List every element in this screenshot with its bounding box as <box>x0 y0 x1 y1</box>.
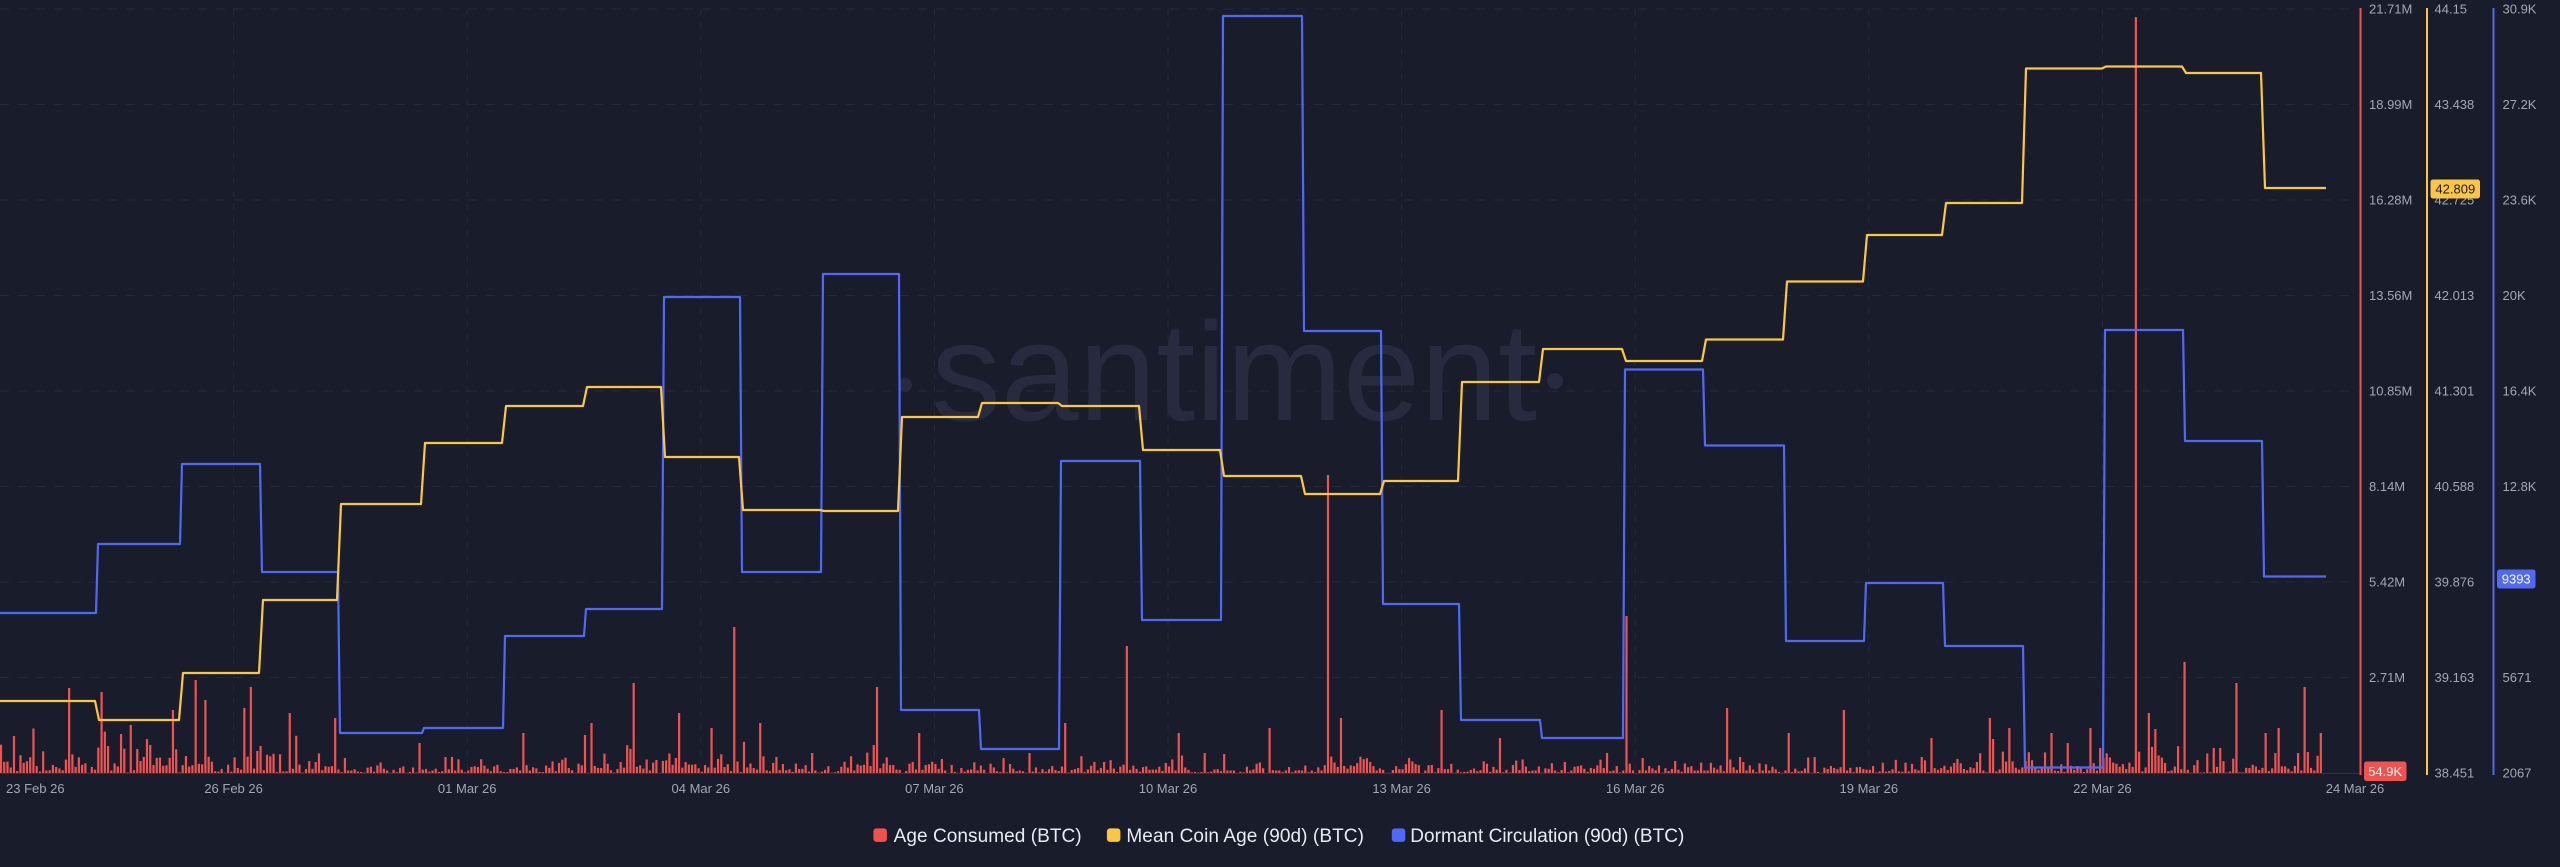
svg-text:22 Mar 26: 22 Mar 26 <box>2073 781 2132 796</box>
svg-text:12.8K: 12.8K <box>2503 479 2537 494</box>
svg-text:16 Mar 26: 16 Mar 26 <box>1606 781 1665 796</box>
svg-text:30.9K: 30.9K <box>2503 2 2537 17</box>
svg-text:39.163: 39.163 <box>2435 670 2475 685</box>
svg-text:40.588: 40.588 <box>2435 479 2475 494</box>
svg-text:5671: 5671 <box>2503 670 2532 685</box>
svg-text:16.28M: 16.28M <box>2369 193 2412 208</box>
svg-text:42.013: 42.013 <box>2435 288 2475 303</box>
svg-text:24 Mar 26: 24 Mar 26 <box>2326 781 2385 796</box>
svg-text:43.438: 43.438 <box>2435 97 2475 112</box>
svg-text:23.6K: 23.6K <box>2503 193 2537 208</box>
svg-text:41.301: 41.301 <box>2435 384 2475 399</box>
svg-text:21.71M: 21.71M <box>2369 2 2412 17</box>
svg-text:38.451: 38.451 <box>2435 766 2475 781</box>
svg-text:13.56M: 13.56M <box>2369 288 2412 303</box>
svg-text:44.15: 44.15 <box>2435 2 2468 17</box>
svg-text:54.9K: 54.9K <box>2368 764 2402 779</box>
svg-text:13 Mar 26: 13 Mar 26 <box>1372 781 1431 796</box>
svg-text:26 Feb 26: 26 Feb 26 <box>204 781 263 796</box>
svg-text:Age Consumed (BTC): Age Consumed (BTC) <box>894 826 1082 847</box>
svg-text:19 Mar 26: 19 Mar 26 <box>1840 781 1899 796</box>
svg-text:18.99M: 18.99M <box>2369 97 2412 112</box>
svg-text:27.2K: 27.2K <box>2503 97 2537 112</box>
svg-text:9393: 9393 <box>2502 572 2531 587</box>
svg-text:8.14M: 8.14M <box>2369 479 2405 494</box>
svg-text:42.809: 42.809 <box>2435 182 2475 197</box>
svg-text:10 Mar 26: 10 Mar 26 <box>1139 781 1198 796</box>
svg-text:23 Feb 26: 23 Feb 26 <box>6 781 65 796</box>
svg-text:Dormant Circulation (90d) (BTC: Dormant Circulation (90d) (BTC) <box>1410 826 1684 847</box>
svg-text:10.85M: 10.85M <box>2369 384 2412 399</box>
svg-text:santiment: santiment <box>931 293 1537 450</box>
svg-text:5.42M: 5.42M <box>2369 575 2405 590</box>
svg-text:Mean Coin Age (90d) (BTC): Mean Coin Age (90d) (BTC) <box>1126 826 1364 847</box>
svg-text:2.71M: 2.71M <box>2369 670 2405 685</box>
svg-text:2067: 2067 <box>2503 766 2532 781</box>
svg-text:16.4K: 16.4K <box>2503 384 2537 399</box>
svg-text:07 Mar 26: 07 Mar 26 <box>905 781 964 796</box>
svg-text:20K: 20K <box>2503 288 2526 303</box>
svg-text:01 Mar 26: 01 Mar 26 <box>438 781 497 796</box>
svg-text:39.876: 39.876 <box>2435 575 2475 590</box>
svg-text:04 Mar 26: 04 Mar 26 <box>672 781 731 796</box>
